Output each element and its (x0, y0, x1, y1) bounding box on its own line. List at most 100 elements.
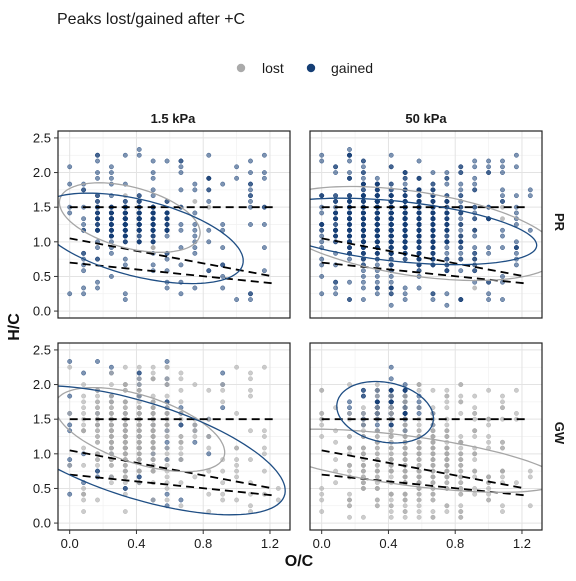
lost-point (500, 509, 505, 514)
lost-point (374, 486, 380, 491)
lost-point (444, 434, 450, 439)
gained-point (374, 422, 380, 428)
gained-point (458, 193, 464, 199)
gained-point (388, 216, 394, 222)
lost-point (347, 491, 352, 497)
lost-point (458, 462, 464, 468)
lost-point (95, 434, 100, 439)
panel-15kPa-PR (58, 131, 290, 318)
gained-point (472, 250, 478, 256)
lost-point (361, 462, 366, 468)
lost-point (444, 422, 450, 428)
gained-point (500, 233, 505, 239)
lost-point (136, 428, 142, 434)
gained-point (472, 216, 478, 222)
gained-point (444, 291, 450, 297)
gained-point (122, 297, 128, 302)
lost-point (178, 387, 184, 393)
gained-point (402, 181, 408, 187)
lost-point (374, 474, 380, 480)
lost-point (472, 285, 478, 291)
gained-point (347, 233, 352, 239)
gained-point (122, 233, 128, 239)
lost-point (136, 468, 142, 474)
lost-point (430, 434, 436, 439)
panel-border (309, 130, 543, 319)
gained-point (361, 250, 366, 256)
lost-point (402, 503, 408, 509)
lost-point (220, 480, 226, 486)
lost-point (388, 411, 394, 416)
lost-point (178, 480, 184, 486)
lost-point (472, 434, 478, 439)
lost-point (388, 457, 394, 462)
gained-point (500, 170, 505, 175)
reference-line (69, 449, 274, 490)
gained-point (402, 285, 408, 291)
gained-point (150, 233, 156, 239)
gained-point (361, 393, 366, 399)
lost-point (500, 445, 505, 451)
gained-point (220, 245, 226, 250)
gained-point (136, 227, 142, 233)
gained-point (164, 216, 170, 222)
gained-point (319, 158, 325, 164)
gained-point (164, 210, 170, 216)
gained-point (95, 152, 100, 158)
gained-point (361, 274, 366, 279)
lost-point (164, 364, 170, 370)
gained-point (472, 158, 478, 164)
lost-point (361, 422, 366, 428)
gained-point (430, 233, 436, 239)
lost-point (430, 457, 436, 462)
gained-point (95, 359, 100, 364)
gained-point (136, 233, 142, 239)
lost-point (444, 474, 450, 480)
lost-point (81, 428, 86, 434)
legend: lost gained (236, 60, 373, 76)
gained-point (95, 256, 100, 262)
lost-point (206, 491, 212, 497)
gained-point (374, 262, 380, 268)
facet-strip-bg (310, 109, 542, 131)
lost-point (136, 376, 142, 382)
gained-point (136, 222, 142, 227)
gained-point (319, 239, 325, 245)
lost-point (122, 462, 128, 468)
lost-point (458, 451, 464, 457)
lost-point (81, 393, 86, 399)
lost-point (500, 503, 505, 509)
gained-point (472, 233, 478, 239)
gained-point (374, 274, 380, 279)
lost-point (444, 462, 450, 468)
lost-point (416, 491, 422, 497)
gained-point (430, 297, 436, 302)
gained-point (444, 239, 450, 245)
lost-point (248, 393, 253, 399)
gained-point (150, 175, 156, 181)
lost-point (319, 434, 325, 439)
lost-point (95, 428, 100, 434)
lost-ellipse (58, 386, 226, 473)
gained-point (347, 210, 352, 216)
gained-point (402, 239, 408, 245)
gained-point (402, 170, 408, 175)
gained-point (458, 187, 464, 193)
gained-ellipse (58, 385, 286, 516)
y-tick-label: 1.0 (33, 234, 51, 249)
lost-point (472, 468, 478, 474)
lost-point (430, 451, 436, 457)
lost-point (262, 364, 267, 370)
gained-point (206, 187, 212, 193)
gained-point (347, 152, 352, 158)
lost-point (361, 405, 366, 411)
panel-border (57, 130, 291, 319)
lost-point (388, 393, 394, 399)
strip-row-2: GW (552, 422, 567, 445)
lost-point (527, 474, 533, 480)
x-tick-label: 0.8 (194, 536, 212, 551)
gained-point (388, 399, 394, 405)
gained-ellipse (336, 380, 435, 444)
lost-point (472, 405, 478, 411)
legend-gained-label: gained (331, 60, 373, 76)
